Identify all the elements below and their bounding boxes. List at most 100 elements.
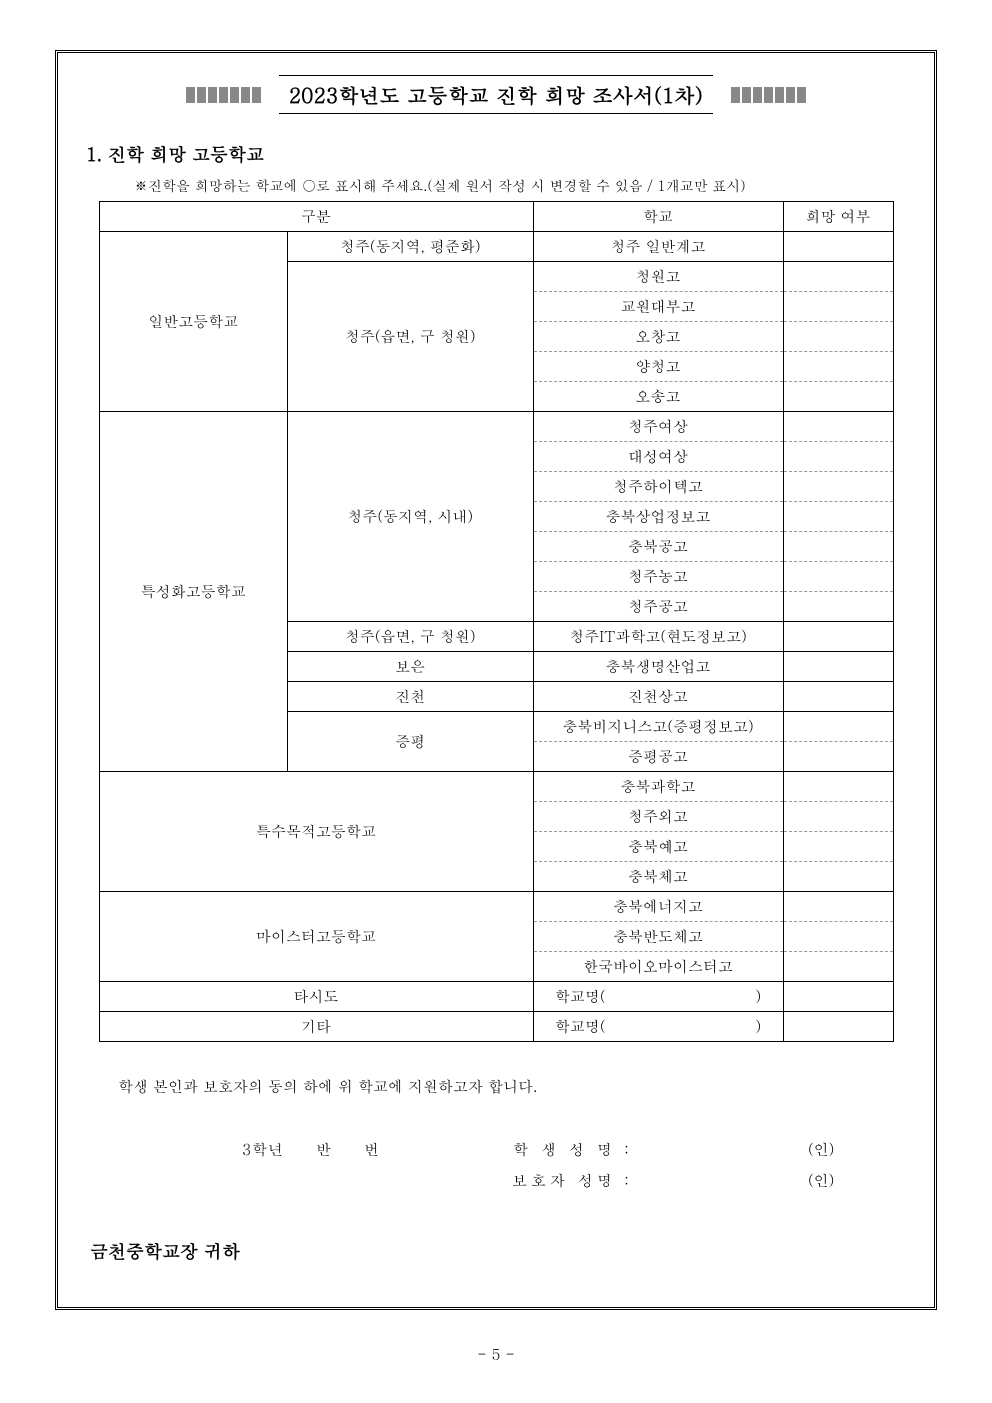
wish-cell[interactable] (783, 862, 893, 892)
region-cell: 증평 (287, 712, 533, 772)
wish-cell[interactable] (783, 652, 893, 682)
wish-cell[interactable] (783, 742, 893, 772)
section-1-note: ※진학을 희망하는 학교에 ○로 표시해 주세요.(실제 원서 작성 시 변경할… (134, 175, 908, 195)
document-title: 2023학년도 고등학교 진학 희망 조사서(1차) (289, 80, 703, 109)
signature-block: 3학년 반 번 학 생 성 명 : (인) 보호자 성명 : (인) (84, 1139, 908, 1191)
school-cell: 청주농고 (533, 562, 783, 592)
cat-specialized: 특성화고등학교 (99, 412, 287, 772)
school-cell: 충북상업정보고 (533, 502, 783, 532)
wish-cell[interactable] (783, 472, 893, 502)
school-cell: 양청고 (533, 352, 783, 382)
school-cell: 충북생명산업고 (533, 652, 783, 682)
title-wrap: 2023학년도 고등학교 진학 희망 조사서(1차) (279, 75, 713, 114)
student-name-label: 학 생 성 명 (404, 1139, 624, 1160)
signature-row-student: 3학년 반 번 학 생 성 명 : (인) (84, 1139, 908, 1160)
close-paren: ) (756, 1016, 762, 1037)
wish-cell[interactable] (783, 832, 893, 862)
table-row: 타시도 학교명( ) (99, 982, 893, 1012)
wish-cell[interactable] (783, 352, 893, 382)
region-cell: 청주(읍면, 구 청원) (287, 622, 533, 652)
school-cell: 충북반도체고 (533, 922, 783, 952)
school-cell: 대성여상 (533, 442, 783, 472)
th-division: 구분 (99, 202, 533, 232)
school-name-label: 학교명( (555, 986, 606, 1007)
deco-right (731, 87, 806, 103)
table-header-row: 구분 학교 희망 여부 (99, 202, 893, 232)
school-cell: 청주IT과학고(현도정보고) (533, 622, 783, 652)
region-cell: 청주(읍면, 구 청원) (287, 262, 533, 412)
wish-cell[interactable] (783, 892, 893, 922)
wish-cell[interactable] (783, 922, 893, 952)
wish-cell[interactable] (783, 262, 893, 292)
school-cell: 오송고 (533, 382, 783, 412)
school-cell: 충북공고 (533, 532, 783, 562)
table-row: 특성화고등학교 청주(동지역, 시내) 청주여상 (99, 412, 893, 442)
table-row: 일반고등학교 청주(동지역, 평준화) 청주 일반계고 (99, 232, 893, 262)
seal-label: (인) (808, 1139, 858, 1160)
wish-cell[interactable] (783, 442, 893, 472)
table-row: 마이스터고등학교 충북에너지고 (99, 892, 893, 922)
school-name-label: 학교명( (555, 1016, 606, 1037)
region-cell: 청주(동지역, 평준화) (287, 232, 533, 262)
wish-cell[interactable] (783, 592, 893, 622)
guardian-name-label: 보호자 성명 (404, 1170, 624, 1191)
school-name-input-cell[interactable]: 학교명( ) (533, 982, 783, 1012)
school-cell: 한국바이오마이스터고 (533, 952, 783, 982)
wish-cell[interactable] (783, 682, 893, 712)
school-cell: 청주 일반계고 (533, 232, 783, 262)
school-cell: 충북예고 (533, 832, 783, 862)
close-paren: ) (756, 986, 762, 1007)
cat-meister: 마이스터고등학교 (99, 892, 533, 982)
school-cell: 충북비지니스고(증평정보고) (533, 712, 783, 742)
section-1-heading: 1. 진학 희망 고등학교 (86, 142, 908, 167)
school-cell: 오창고 (533, 322, 783, 352)
wish-cell[interactable] (783, 772, 893, 802)
wish-cell[interactable] (783, 322, 893, 352)
wish-cell[interactable] (783, 232, 893, 262)
table-row: 특수목적고등학교 충북과학고 (99, 772, 893, 802)
school-cell: 교원대부고 (533, 292, 783, 322)
wish-cell[interactable] (783, 982, 893, 1012)
wish-cell[interactable] (783, 712, 893, 742)
school-cell: 충북에너지고 (533, 892, 783, 922)
cat-other-region: 타시도 (99, 982, 533, 1012)
school-cell: 증평공고 (533, 742, 783, 772)
wish-cell[interactable] (783, 412, 893, 442)
th-wish: 희망 여부 (783, 202, 893, 232)
wish-cell[interactable] (783, 292, 893, 322)
school-cell: 청주여상 (533, 412, 783, 442)
wish-cell[interactable] (783, 562, 893, 592)
school-cell: 진천상고 (533, 682, 783, 712)
wish-cell[interactable] (783, 952, 893, 982)
region-cell: 진천 (287, 682, 533, 712)
wish-cell[interactable] (783, 382, 893, 412)
school-name-input-cell[interactable]: 학교명( ) (533, 1012, 783, 1042)
page-number: - 5 - (55, 1344, 937, 1365)
school-cell: 청주외고 (533, 802, 783, 832)
deco-left (186, 87, 261, 103)
guardian-name-field[interactable] (628, 1170, 808, 1191)
school-table: 구분 학교 희망 여부 일반고등학교 청주(동지역, 평준화) 청주 일반계고 … (99, 201, 894, 1042)
title-row: 2023학년도 고등학교 진학 희망 조사서(1차) (84, 75, 908, 114)
grade-class-num: 3학년 반 번 (84, 1139, 404, 1160)
region-cell: 청주(동지역, 시내) (287, 412, 533, 622)
wish-cell[interactable] (783, 802, 893, 832)
school-cell: 충북체고 (533, 862, 783, 892)
student-name-field[interactable] (628, 1139, 808, 1160)
cat-special-purpose: 특수목적고등학교 (99, 772, 533, 892)
school-cell: 청원고 (533, 262, 783, 292)
wish-cell[interactable] (783, 502, 893, 532)
school-cell: 청주하이텍고 (533, 472, 783, 502)
addressee: 금천중학교장 귀하 (90, 1239, 908, 1264)
cat-etc: 기타 (99, 1012, 533, 1042)
wish-cell[interactable] (783, 1012, 893, 1042)
signature-row-guardian: 보호자 성명 : (인) (84, 1170, 908, 1191)
page: 2023학년도 고등학교 진학 희망 조사서(1차) 1. 진학 희망 고등학교… (0, 0, 992, 1403)
school-cell: 청주공고 (533, 592, 783, 622)
seal-label: (인) (808, 1170, 858, 1191)
agreement-text: 학생 본인과 보호자의 동의 하에 위 학교에 지원하고자 합니다. (118, 1076, 908, 1097)
table-row: 기타 학교명( ) (99, 1012, 893, 1042)
wish-cell[interactable] (783, 532, 893, 562)
wish-cell[interactable] (783, 622, 893, 652)
cat-general: 일반고등학교 (99, 232, 287, 412)
